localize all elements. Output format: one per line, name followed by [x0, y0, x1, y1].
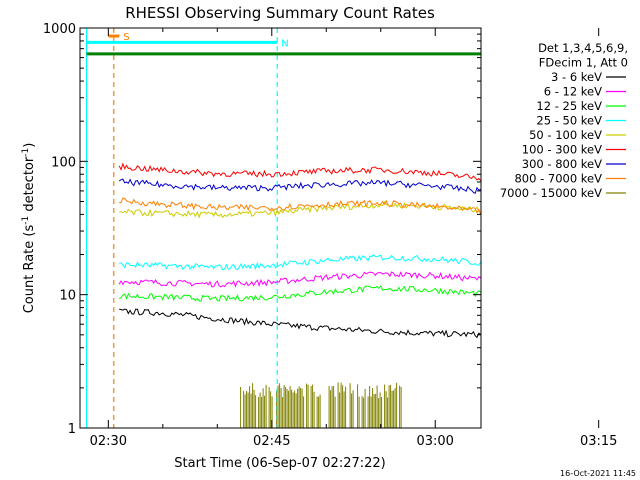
flag-label: N: [281, 38, 288, 49]
legend-header: Det 1,3,4,5,6,9,: [538, 41, 628, 55]
series-line: [118, 162, 481, 182]
series-12-25-kev: [118, 285, 481, 302]
series-line: [119, 200, 481, 219]
flag-label: S: [123, 32, 129, 43]
axes: 02:3002:4503:0003:1503:3003:4504:0011010…: [43, 22, 618, 449]
y-tick-label: 100: [51, 155, 76, 170]
x-tick-label: 03:00: [416, 434, 453, 449]
y-axis-label-part: ): [22, 143, 37, 148]
legend-entry-label: 7000 - 15000 keV: [500, 186, 602, 200]
x-tick-label: 03:15: [580, 434, 617, 449]
series-100-300-kev: [118, 162, 481, 182]
x-tick-label: 02:30: [90, 434, 127, 449]
plot-frame: [79, 27, 482, 429]
y-axis-label-exponent: -1: [21, 216, 31, 225]
series-50-100-kev: [119, 200, 481, 219]
legend-entry-label: 300 - 800 keV: [522, 157, 602, 171]
background-band: [240, 382, 402, 428]
y-tick-label: 1000: [43, 22, 76, 37]
series-25-50-kev: [119, 253, 481, 271]
legend-header: FDecim 1, Att 0: [539, 56, 628, 70]
series-800-7000-kev: [119, 197, 481, 215]
x-axis-label: Start Time (06-Sep-07 02:27:22): [174, 456, 385, 471]
series-6-12-kev: [118, 271, 481, 288]
y-axis-label-exponent: -1: [21, 148, 31, 157]
series-3-6-kev: [119, 308, 481, 339]
series-line: [118, 271, 481, 288]
plot-area: [85, 28, 481, 428]
series-line: [118, 285, 481, 302]
legend-entry-label: 12 - 25 keV: [536, 99, 602, 113]
series-line: [118, 178, 481, 195]
y-axis-label-part: Count Rate (s: [22, 225, 37, 314]
chart-title: RHESSI Observing Summary Count Rates: [125, 4, 435, 22]
legend-entry-label: 25 - 50 keV: [536, 114, 602, 128]
series-line: [119, 308, 481, 339]
y-tick-label: 1: [68, 422, 76, 437]
series-300-800-kev: [118, 178, 481, 195]
legend-entry-label: 3 - 6 keV: [551, 70, 602, 84]
legend-entry-label: 100 - 300 keV: [522, 143, 602, 157]
series-line: [119, 253, 481, 271]
legend: Det 1,3,4,5,6,9,FDecim 1, Att 03 - 6 keV…: [500, 41, 628, 200]
x-tick-label: 02:45: [253, 434, 290, 449]
legend-entry-label: 6 - 12 keV: [544, 85, 602, 99]
footer-timestamp: 16-Oct-2021 11:45: [560, 469, 636, 478]
legend-entry-label: 800 - 7000 keV: [514, 172, 602, 186]
y-axis-label: Count Rate (s-1 detector-1): [21, 143, 37, 314]
legend-entry-label: 50 - 100 keV: [529, 128, 602, 142]
y-tick-label: 10: [59, 289, 76, 304]
y-axis-label-part: detector: [22, 156, 37, 216]
series-line: [119, 197, 481, 215]
